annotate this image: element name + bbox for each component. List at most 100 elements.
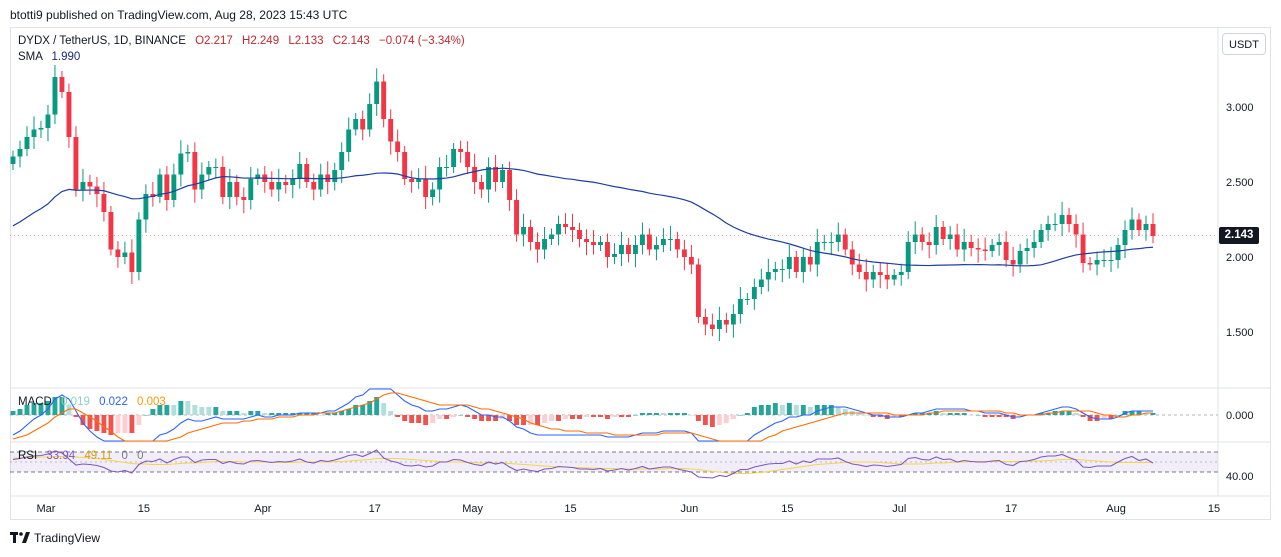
candle-body — [353, 119, 359, 130]
candle-body — [388, 119, 394, 142]
macd-histogram-bar — [926, 413, 932, 415]
candle-body — [45, 114, 51, 128]
candle-body — [514, 200, 520, 235]
macd-histogram-bar — [318, 415, 324, 416]
sma-label: SMA — [18, 51, 43, 63]
macd-histogram-bar — [507, 415, 513, 421]
rsi-label: RSI — [18, 450, 38, 462]
macd-histogram-bar — [982, 415, 988, 417]
macd-histogram-bar — [276, 413, 282, 415]
candle-body — [430, 189, 436, 197]
rsi-extra-value-1: 0 — [121, 450, 128, 462]
candle-body — [311, 182, 317, 190]
macd-histogram-bar — [563, 415, 568, 419]
candle-body — [1108, 260, 1114, 261]
open-value: O2.217 — [195, 35, 233, 47]
macd-histogram-bar — [744, 413, 750, 415]
candle-body — [891, 275, 897, 280]
macd-hist-value: 0.019 — [61, 396, 90, 408]
time-axis-tick: 15 — [138, 503, 150, 515]
macd-histogram-bar — [486, 415, 492, 421]
candle-body — [395, 141, 401, 152]
macd-histogram-bar — [521, 415, 526, 425]
macd-histogram-bar — [989, 415, 995, 417]
macd-histogram-bar — [800, 405, 806, 415]
macd-histogram-bar — [584, 415, 589, 417]
rsi-ma-line — [13, 455, 1153, 475]
change-value: −0.074 (−3.34%) — [379, 35, 465, 47]
macd-histogram-bar — [870, 415, 876, 417]
macd-histogram-bar — [633, 415, 638, 416]
candle-body — [856, 264, 862, 272]
candle-body — [1052, 224, 1058, 225]
candle-body — [730, 314, 736, 325]
low-value: L2.133 — [288, 35, 324, 47]
macd-histogram-bar — [437, 415, 443, 419]
macd-histogram-bar — [108, 415, 114, 435]
macd-histogram-bar — [1129, 411, 1135, 415]
macd-histogram-bar — [87, 415, 93, 429]
macd-histogram-bar — [192, 405, 198, 415]
macd-histogram-bar — [353, 405, 359, 415]
candle-body — [178, 153, 184, 175]
rsi-legend: RSI 33.94 49.11 0 0 — [18, 450, 144, 462]
macd-histogram-bar — [479, 415, 485, 421]
macd-histogram-bar — [688, 415, 694, 416]
candle-body — [870, 272, 876, 280]
macd-histogram-bar — [101, 415, 107, 433]
candle-body — [423, 179, 429, 197]
macd-histogram-bar — [954, 413, 960, 415]
macd-histogram-bar — [409, 415, 415, 423]
footer-brand[interactable]: TradingView — [10, 531, 100, 545]
candle-body — [737, 299, 743, 314]
macd-histogram-bar — [1115, 415, 1121, 416]
candle-body — [115, 249, 121, 257]
macd-histogram-bar — [1045, 413, 1051, 415]
currency-button[interactable]: USDT — [1222, 33, 1266, 55]
macd-histogram-bar — [709, 415, 715, 427]
candle-body — [933, 227, 939, 245]
macd-histogram-bar — [1038, 413, 1044, 415]
candle-body — [1143, 224, 1149, 230]
macd-histogram-bar — [171, 405, 177, 415]
macd-histogram-bar — [143, 415, 149, 416]
candle-body — [877, 272, 883, 275]
macd-histogram-bar — [1087, 415, 1093, 421]
candle-body — [828, 242, 834, 243]
candle-body — [1136, 219, 1142, 230]
candle-body — [1087, 263, 1093, 265]
time-axis-tick: 15 — [564, 503, 576, 515]
macd-histogram-bar — [779, 405, 785, 415]
macd-histogram-bar — [1059, 411, 1065, 415]
macd-histogram-bar — [402, 415, 408, 421]
macd-histogram-bar — [31, 403, 37, 415]
candle-body — [248, 179, 254, 200]
macd-histogram-bar — [919, 413, 925, 415]
candle-body — [171, 174, 177, 200]
candle-body — [360, 119, 366, 130]
macd-histogram-bar — [416, 415, 422, 423]
macd-histogram-bar — [262, 413, 268, 415]
macd-line — [12, 388, 1153, 442]
macd-histogram-bar — [814, 405, 820, 415]
macd-histogram-bar — [73, 415, 79, 417]
candle-body — [577, 230, 582, 239]
macd-histogram-bar — [856, 413, 862, 415]
time-axis-tick: Aug — [1106, 503, 1126, 515]
time-axis-tick: Mar — [37, 503, 56, 515]
sma-legend: SMA 1.990 — [18, 51, 80, 63]
macd-signal-value: 0.003 — [137, 396, 166, 408]
macd-signal-line — [12, 392, 1153, 442]
candle-body — [521, 227, 526, 235]
candle-body — [954, 234, 960, 250]
macd-histogram-bar — [1143, 413, 1149, 415]
macd-histogram-bar — [367, 401, 373, 415]
candle-body — [912, 234, 918, 242]
macd-histogram-bar — [612, 415, 617, 417]
time-axis-tick: Jun — [681, 503, 699, 515]
candle-body — [129, 252, 135, 272]
macd-histogram-bar — [1094, 415, 1100, 421]
candle-body — [192, 152, 198, 190]
candle-body — [227, 182, 233, 197]
